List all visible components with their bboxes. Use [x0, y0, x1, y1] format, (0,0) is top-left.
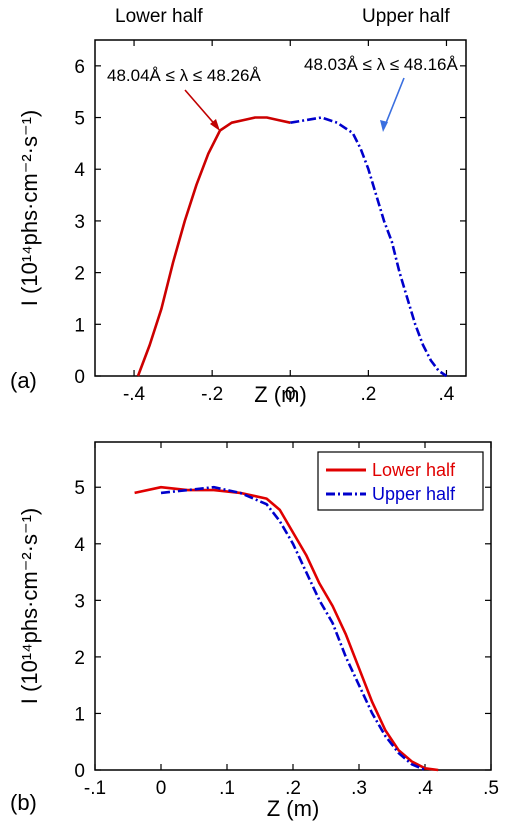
- y-tick-label: 0: [74, 367, 85, 388]
- x-tick-label: .5: [483, 778, 499, 799]
- y-tick-label: 2: [74, 648, 85, 669]
- y-tick-label: 3: [74, 591, 85, 612]
- x-tick-label: .2: [285, 778, 301, 799]
- arrowhead-lower: [210, 119, 220, 131]
- chart-panel-a: -.4 -.2 0 .2 .4 0 1 2 3 4 5 6 Z (m) I (10¹⁴phs·cm⁻²·s…: [10, 39, 467, 407]
- series-line-upper-half: [160, 485, 426, 772]
- y-tick-label: 2: [74, 264, 85, 285]
- x-tick-label: .2: [360, 384, 376, 405]
- y-tick-label: 4: [74, 535, 85, 556]
- x-axis-label: Z (m): [254, 382, 307, 407]
- x-axis-label: Z (m): [267, 796, 320, 821]
- y-tick-label: 6: [74, 57, 85, 78]
- x-tick-label: 0: [285, 384, 296, 405]
- y-axis-label: I (10¹⁴phs·cm⁻²·s⁻¹): [17, 110, 42, 306]
- annotation-upper-range: 48.03Å ≤ λ ≤ 48.16Å: [304, 55, 458, 74]
- header-upper-half: Upper half: [362, 6, 450, 27]
- y-tick-label: 3: [74, 212, 85, 233]
- y-tick-label: 0: [74, 761, 85, 782]
- panel-label: (a): [10, 368, 37, 393]
- plot-frame: [94, 39, 467, 377]
- y-tick-label: 1: [74, 704, 85, 725]
- series-line-lower-half: [136, 116, 291, 377]
- annotation-arrow-upper: [383, 77, 405, 129]
- x-tick-label: .4: [417, 778, 433, 799]
- annotation-lower-range: 48.04Å ≤ λ ≤ 48.26Å: [107, 66, 261, 85]
- x-tick-label: -.2: [201, 384, 223, 405]
- x-tick-label: -.1: [84, 778, 106, 799]
- y-tick-label: 5: [74, 109, 85, 130]
- x-tick-label: .1: [219, 778, 235, 799]
- y-tick-label: 4: [74, 160, 85, 181]
- x-tick-label: -.4: [123, 384, 146, 405]
- x-tick-label: .3: [351, 778, 367, 799]
- series-line-lower-half: [134, 485, 439, 772]
- y-tick-label: 5: [74, 478, 85, 499]
- header-lower-half: Lower half: [115, 6, 203, 27]
- y-axis-label: I (10¹⁴phs·cm⁻²·s⁻¹): [17, 508, 42, 704]
- series-line-upper-half: [290, 116, 448, 378]
- y-tick-label: 1: [74, 315, 85, 336]
- arrowhead-upper: [380, 120, 388, 132]
- panel-label: (b): [10, 790, 37, 815]
- x-tick-label: 0: [156, 778, 167, 799]
- x-tick-label: .4: [439, 384, 455, 405]
- annotation-arrow-lower: [184, 89, 219, 129]
- legend-box: [317, 451, 484, 511]
- legend-label: Lower half: [372, 460, 456, 480]
- legend-label: Upper half: [372, 484, 456, 504]
